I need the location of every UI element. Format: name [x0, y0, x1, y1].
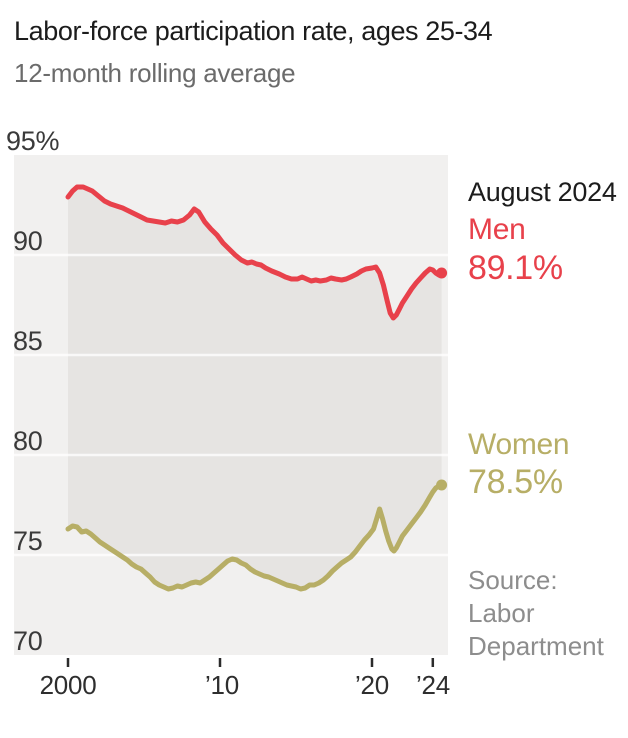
- source-line-1: Source:: [468, 565, 558, 595]
- x-tick-label-2024: ’24: [416, 670, 450, 700]
- source-note: Source: Labor Department: [468, 564, 623, 663]
- y-tick-label-70: 70: [13, 626, 43, 656]
- chart-subtitle: 12-month rolling average: [14, 58, 296, 88]
- x-tick-label-2010: ’10: [205, 670, 239, 700]
- source-line-3: Department: [468, 631, 604, 661]
- line-men: [65, 184, 445, 321]
- end-dot-women: [436, 479, 448, 491]
- y-tick-label-95: 95%: [6, 126, 60, 156]
- line-women: [65, 482, 445, 592]
- y-tick-label-80: 80: [13, 426, 43, 456]
- end-dot-men: [436, 267, 448, 279]
- x-tick-label-2000: 2000: [39, 670, 97, 700]
- source-line-2: Labor: [468, 598, 535, 628]
- chart-title: Labor-force participation rate, ages 25-…: [14, 16, 493, 46]
- y-tick-label-75: 75: [13, 526, 43, 556]
- y-tick-label-85: 85: [13, 326, 43, 356]
- series-value-men: 89.1%: [468, 249, 563, 287]
- y-tick-label-90: 90: [13, 226, 43, 256]
- annotation-date: August 2024: [468, 177, 617, 207]
- series-label-men: Men: [468, 213, 526, 246]
- x-tick-label-2020: ’20: [355, 670, 389, 700]
- series-value-women: 78.5%: [468, 463, 563, 501]
- series-label-women: Women: [468, 428, 570, 461]
- band-fill-between-series: [68, 187, 442, 589]
